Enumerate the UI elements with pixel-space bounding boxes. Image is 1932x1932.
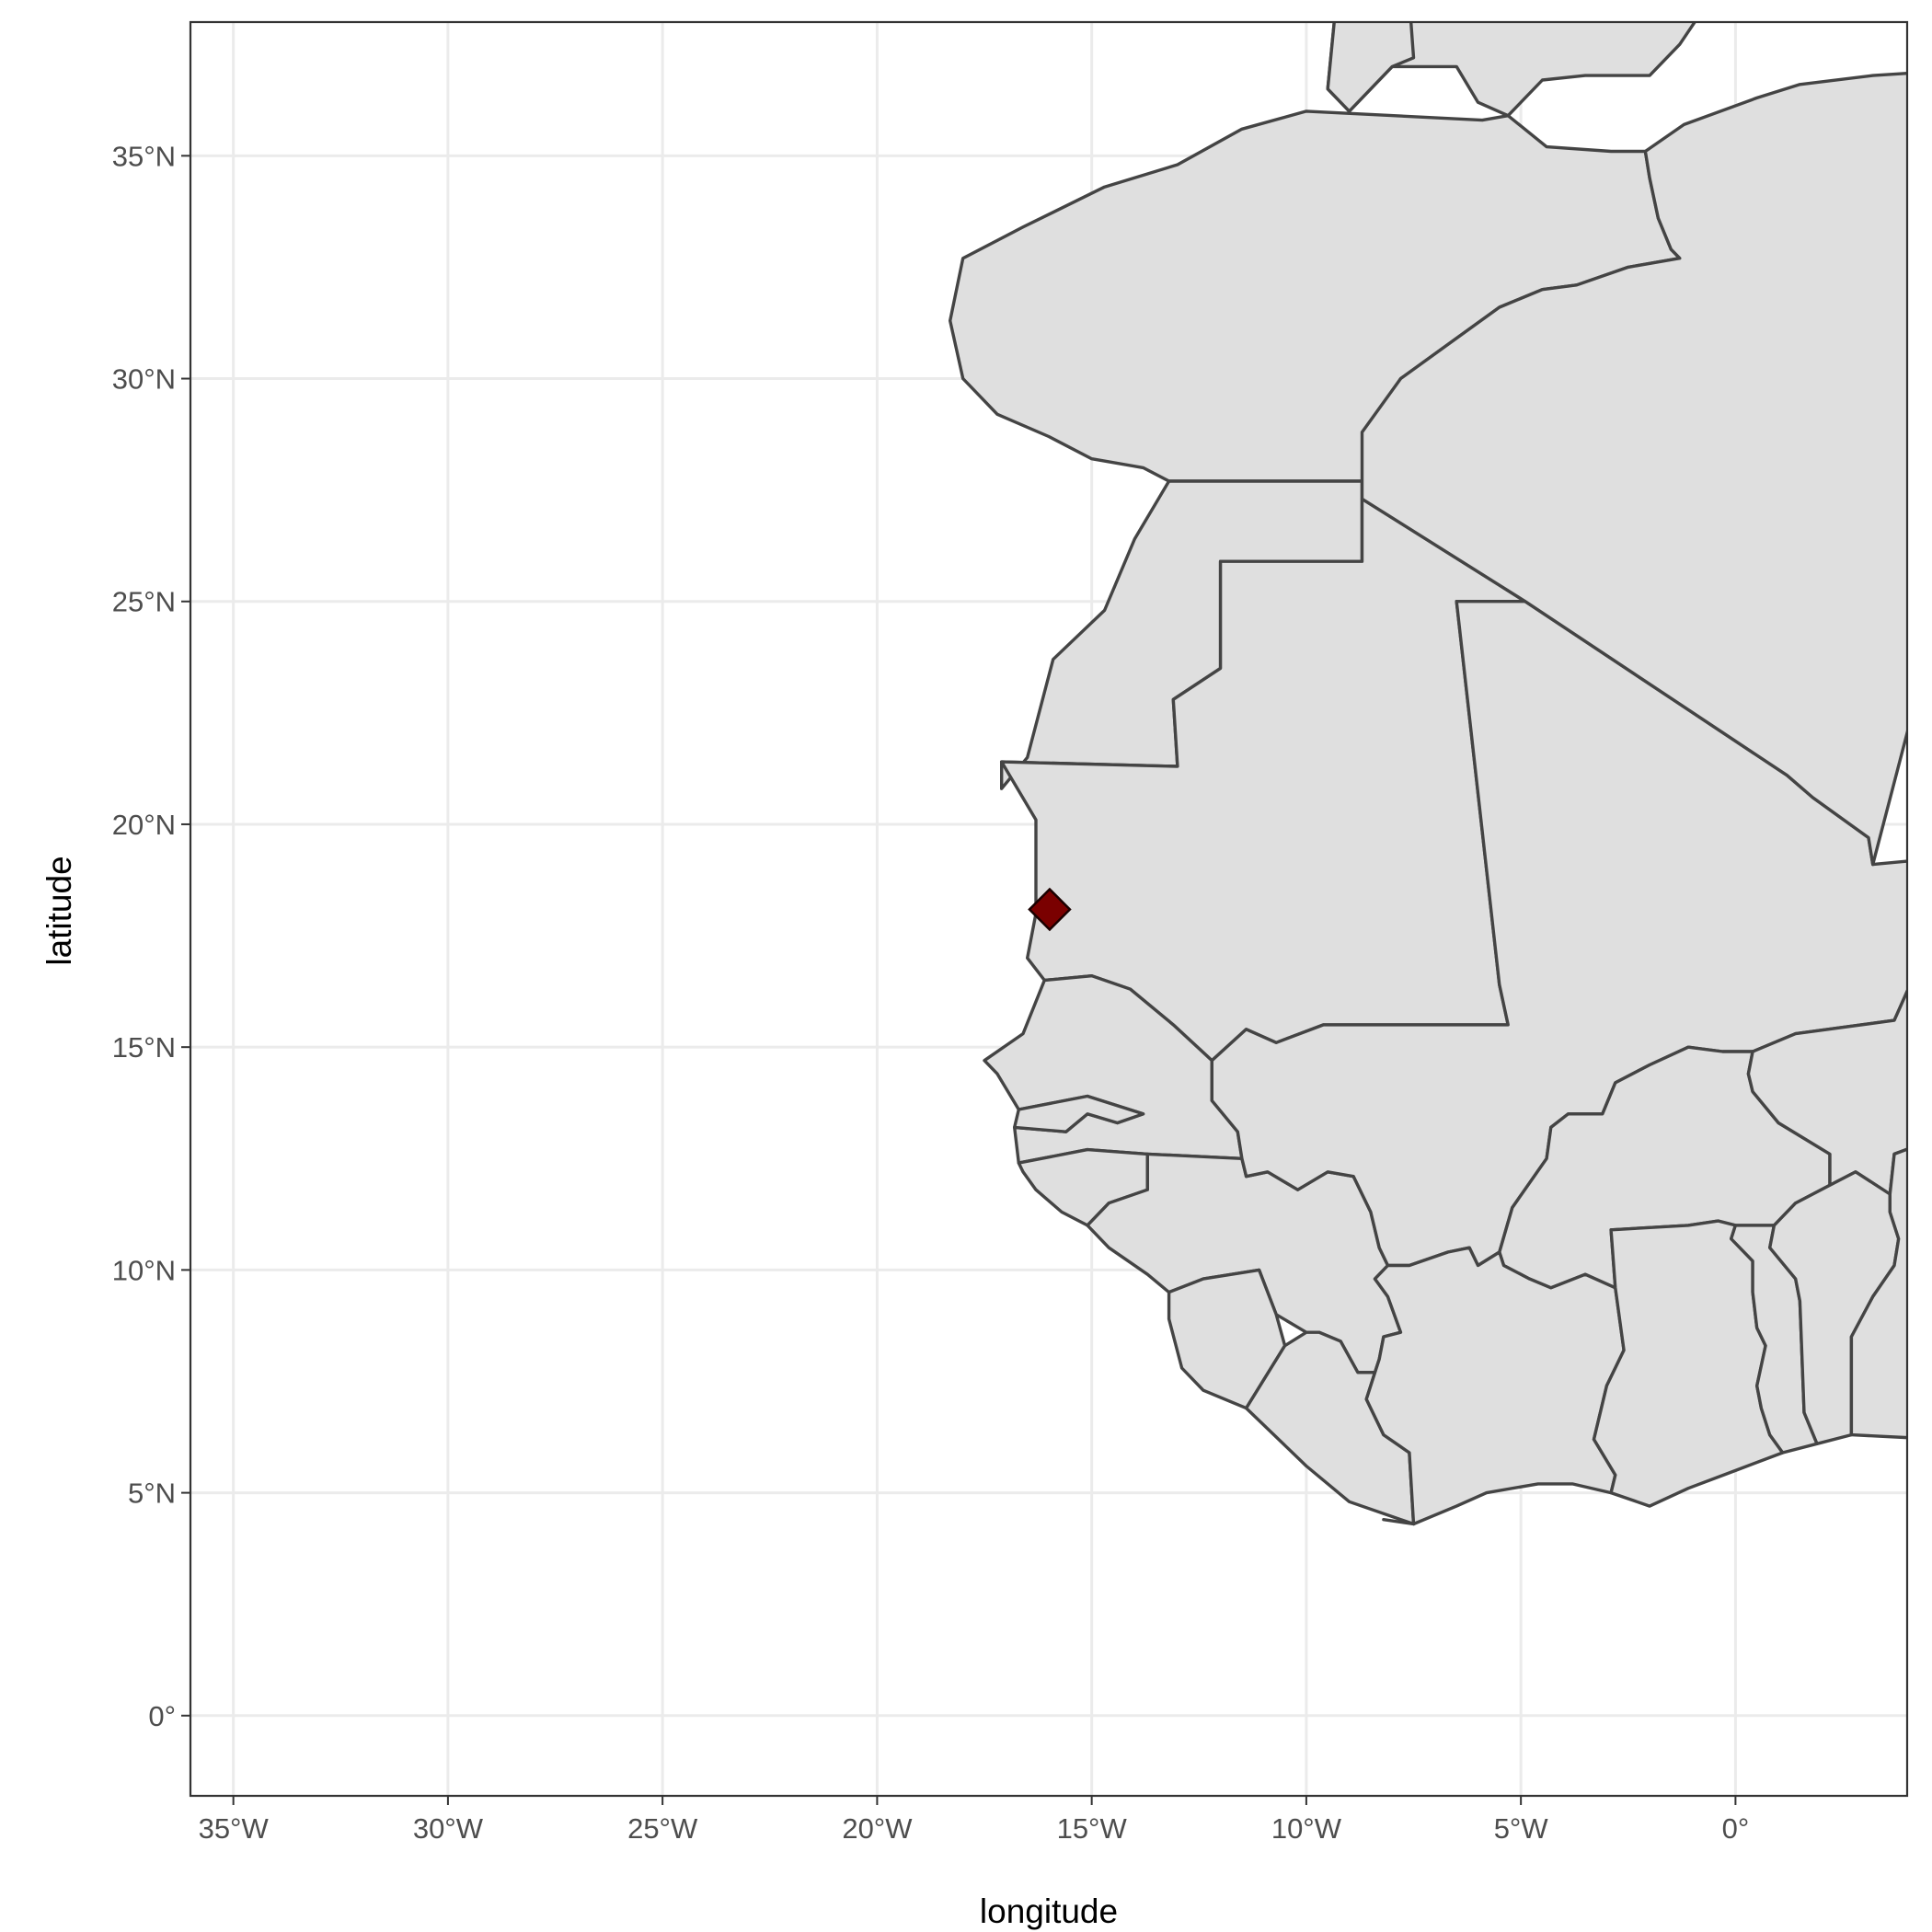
y-tick-label-2: 10°N	[112, 1254, 176, 1286]
country-gambia	[1013, 1094, 1145, 1133]
y-tick-label-5: 25°N	[112, 586, 176, 618]
x-axis: 35°W 30°W 25°W 20°W 15°W 10°W 5°W 0°	[199, 1796, 1750, 1845]
points-layer	[1028, 887, 1072, 932]
y-tick-label-3: 15°N	[112, 1031, 176, 1064]
panel-border	[189, 20, 1909, 1798]
y-tick-label-1: 5°N	[128, 1478, 176, 1510]
land-layer	[949, 22, 1907, 1526]
y-tick-label-6: 30°N	[112, 363, 176, 396]
x-tick-label-4: 15°W	[1057, 1812, 1128, 1845]
x-tick-label-3: 20°W	[842, 1812, 913, 1845]
country-algeria	[1360, 71, 1907, 867]
y-tick-label-4: 20°N	[112, 809, 176, 841]
country-senegal	[983, 974, 1244, 1165]
country-cote-divoire	[1364, 1246, 1626, 1526]
y-tick-label-7: 35°N	[112, 140, 176, 172]
y-axis: 0° 5°N 10°N 15°N 20°N 25°N 30°N 35°N	[112, 140, 190, 1732]
x-axis-title: longitude	[980, 1892, 1118, 1930]
x-tick-label-1: 30°W	[413, 1812, 484, 1845]
country-nigeria	[1849, 1147, 1907, 1440]
y-tick-label-0: 0°	[148, 1700, 176, 1732]
x-tick-label-2: 25°W	[627, 1812, 698, 1845]
y-axis-title: latitude	[40, 856, 78, 965]
x-tick-label-7: 0°	[1722, 1812, 1750, 1845]
x-tick-label-0: 35°W	[199, 1812, 270, 1845]
x-tick-label-6: 5°W	[1494, 1812, 1549, 1845]
location-marker-0	[1028, 887, 1072, 932]
x-tick-label-5: 10°W	[1271, 1812, 1342, 1845]
country-portugal	[1326, 22, 1416, 113]
